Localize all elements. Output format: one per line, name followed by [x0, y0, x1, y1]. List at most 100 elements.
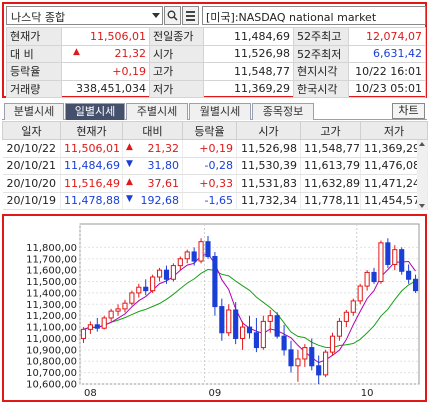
col-header-high[interactable]: 고가	[300, 121, 361, 140]
table-scrollbar[interactable]	[417, 140, 427, 210]
candle-down	[371, 271, 377, 283]
y-tick-label: 11,000,00	[26, 334, 77, 345]
candle-down	[281, 335, 287, 351]
chart-button[interactable]: 차트	[392, 103, 425, 119]
tab-daily[interactable]: 일별시세	[65, 103, 125, 120]
quote-label: 52주최저	[293, 44, 349, 63]
candle-up	[115, 308, 121, 312]
index-select[interactable]: 나스닥 종합	[6, 6, 163, 25]
y-tick-label: 10,800,00	[26, 357, 77, 368]
prev-close: 11,484,69	[203, 27, 294, 46]
quote-label: 거래량	[6, 79, 62, 98]
candle-down	[309, 347, 315, 367]
cell-rate: -1,65	[182, 192, 237, 210]
y-tick-label: 10,600,00	[26, 380, 77, 391]
cell-high: 11,548,77	[300, 139, 361, 158]
y-tick-label: 11,700,00	[26, 254, 77, 265]
cell-rate: -0,28	[182, 157, 237, 175]
tab-info[interactable]: 종목정보	[252, 103, 314, 120]
candle-down	[94, 324, 100, 329]
cell-price: 11,484,69	[60, 157, 123, 175]
cell-price: 11,506,01	[60, 139, 123, 158]
quote-row: 거래량 338,451,034 저가 11,369,29 한국시각 10/23 …	[6, 79, 426, 98]
candle-down	[143, 286, 149, 292]
col-header-date[interactable]: 일자	[2, 121, 61, 140]
candle-down	[406, 270, 412, 280]
cell-open: 11,530,39	[236, 157, 301, 175]
cell-change: ▼ 31,80	[122, 157, 183, 175]
candle-up	[240, 326, 246, 339]
col-header-low[interactable]: 저가	[360, 121, 428, 140]
table-row[interactable]: 20/10/19 11,478,88 ▼ 192,68 -1,65 11,732,…	[2, 192, 428, 210]
search-button[interactable]	[164, 6, 181, 25]
candle-up	[329, 335, 336, 353]
up-triangle-icon: ▲	[126, 141, 133, 152]
table-header-row: 일자 현재가 대비 등락율 시가 고가 저가	[2, 121, 428, 140]
candle-up	[336, 320, 343, 337]
list-button[interactable]	[182, 6, 199, 25]
candle-down	[253, 332, 259, 349]
candle-down	[246, 326, 253, 334]
y-tick-label: 11,500,00	[26, 277, 77, 288]
scroll-down-icon[interactable]	[419, 204, 425, 208]
daily-price-table: 일자 현재가 대비 등락율 시가 고가 저가 20/10/22 11,506,0…	[2, 121, 428, 210]
table-row[interactable]: 20/10/22 11,506,01 ▲ 21,32 +0,19 11,526,9…	[2, 139, 428, 158]
tab-weekly[interactable]: 주별시세	[126, 103, 188, 120]
candle-up	[260, 320, 266, 349]
quote-label: 등락율	[6, 62, 62, 81]
candle-up	[156, 269, 163, 278]
cell-change: ▼ 192,68	[122, 192, 183, 210]
col-header-open[interactable]: 시가	[236, 121, 301, 140]
cell-date: 20/10/22	[2, 139, 61, 158]
search-bar: 나스닥 종합 [미국]:NASDAQ national market	[6, 6, 426, 26]
quote-label: 고가	[149, 62, 204, 81]
table-row[interactable]: 20/10/20 11,516,49 ▲ 37,61 +0,33 11,531,8…	[2, 174, 428, 193]
y-tick-label: 11,400,00	[26, 288, 77, 299]
candle-up	[323, 351, 329, 376]
quote-row: 현재가 11,506,01 전일종가 11,484,69 52주최고 12,07…	[6, 27, 426, 46]
candle-up	[184, 251, 190, 260]
y-tick-label: 11,800,00	[26, 243, 77, 254]
table-row[interactable]: 20/10/21 11,484,69 ▼ 31,80 -0,28 11,530,3…	[2, 157, 428, 175]
cell-price: 11,478,88	[60, 192, 123, 210]
quote-label: 현재가	[6, 27, 62, 46]
y-tick-label: 10,900,00	[26, 345, 77, 356]
candle-up	[177, 258, 183, 267]
scroll-up-icon[interactable]	[419, 142, 425, 146]
candle-down	[316, 365, 322, 376]
y-tick-label: 11,200,00	[26, 311, 77, 322]
candle-down	[219, 306, 225, 334]
candle-up	[364, 271, 370, 287]
candle-up	[302, 347, 308, 360]
grid-icon	[186, 11, 195, 21]
tab-monthly[interactable]: 월별시세	[189, 103, 251, 120]
candle-down	[233, 309, 239, 339]
y-tick-label: 11,100,00	[26, 323, 77, 334]
high-price: 11,548,77	[203, 62, 294, 81]
quote-label: 대 비	[6, 44, 62, 63]
change-rate: +0,19	[61, 62, 150, 81]
candle-up	[87, 324, 93, 330]
quote-label: 시가	[149, 44, 204, 63]
cell-date: 20/10/20	[2, 174, 61, 193]
col-header-change[interactable]: 대비	[122, 121, 183, 140]
tab-minute[interactable]: 분별시세	[4, 103, 64, 120]
cell-high: 11,613,79	[300, 157, 361, 175]
cell-open: 11,526,98	[236, 139, 301, 158]
up-triangle-icon: ▲	[73, 47, 80, 58]
col-header-price[interactable]: 현재가	[60, 121, 123, 140]
quote-label: 한국시각	[293, 79, 349, 98]
candle-up	[170, 265, 176, 280]
candle-down	[212, 255, 218, 308]
candlestick-chart[interactable]: 11,800,0011,700,0011,600,0011,500,0011,4…	[4, 216, 425, 400]
quote-label: 전일종가	[149, 27, 204, 46]
col-header-rate[interactable]: 등락율	[182, 121, 237, 140]
candle-up	[378, 242, 384, 283]
cell-high: 11,778,11	[300, 192, 361, 210]
y-tick-label: 10,700,00	[26, 368, 77, 379]
cell-date: 20/10/21	[2, 157, 61, 175]
quote-row: 등락율 +0,19 고가 11,548,77 현지시각 10/22 16:01	[6, 62, 426, 81]
y-tick-label: 11,600,00	[26, 266, 77, 277]
down-triangle-icon: ▼	[126, 194, 133, 205]
chevron-down-icon	[152, 13, 160, 18]
